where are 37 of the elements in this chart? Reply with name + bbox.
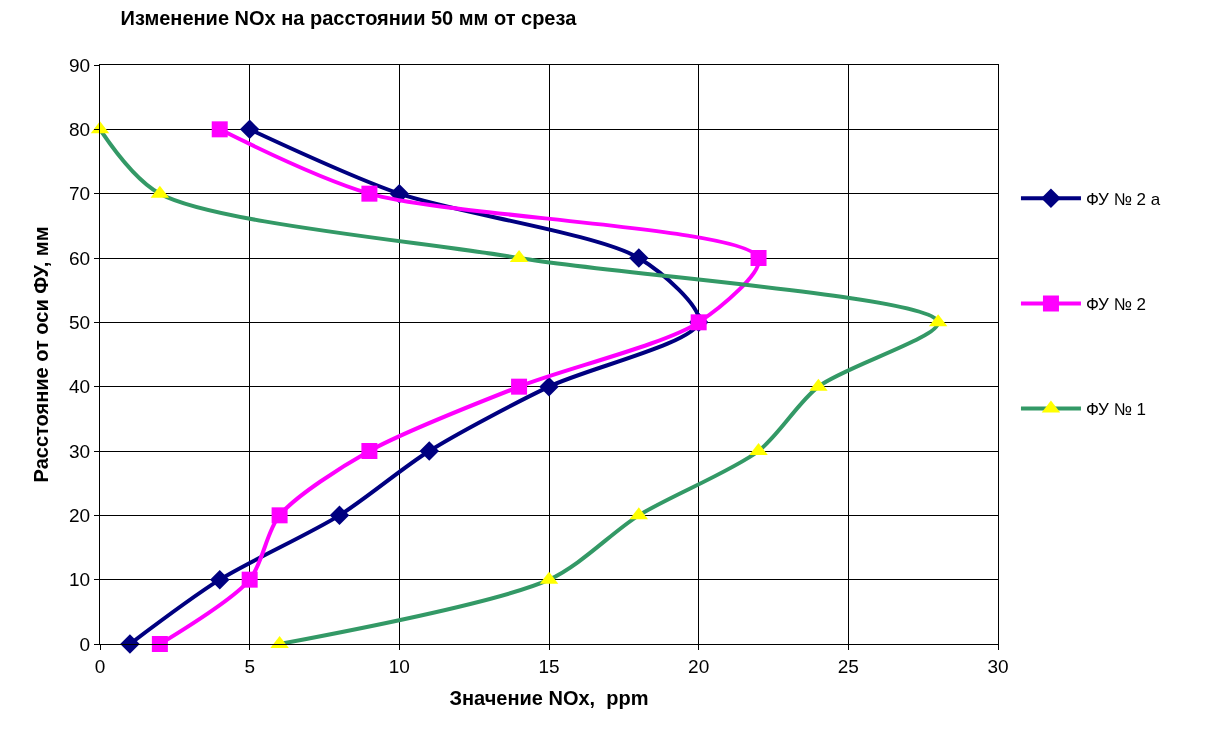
point xyxy=(539,376,559,397)
legend-label: ФУ № 1 xyxy=(1085,400,1147,420)
point xyxy=(361,185,378,202)
point xyxy=(239,119,260,140)
y-tick-label: 90 xyxy=(69,54,91,76)
point xyxy=(419,441,440,461)
y-tick-label: 30 xyxy=(69,440,91,462)
point xyxy=(329,505,350,526)
y-tick-label: 70 xyxy=(69,183,91,205)
legend-label: ФУ № 2 xyxy=(1085,295,1147,315)
y-tick-label: 80 xyxy=(69,118,91,140)
x-axis-title: Значение NOx, ppm xyxy=(449,687,649,710)
point xyxy=(271,507,288,524)
point xyxy=(241,571,258,588)
point xyxy=(750,250,767,266)
point xyxy=(629,248,649,268)
x-tick-label: 25 xyxy=(837,655,859,677)
point xyxy=(211,121,228,138)
y-tick-label: 40 xyxy=(69,376,91,398)
y-tick-label: 60 xyxy=(69,247,91,269)
y-tick-label: 50 xyxy=(69,311,91,333)
legend-label: ФУ № 2 а xyxy=(1085,189,1161,209)
point xyxy=(511,378,528,395)
y-axis-title: Расстояние от оси ФУ, мм xyxy=(29,226,52,483)
x-tick-label: 5 xyxy=(244,655,255,677)
x-tick-label: 10 xyxy=(388,655,410,677)
point xyxy=(209,569,230,590)
y-tick-label: 0 xyxy=(79,633,91,655)
y-tick-label: 20 xyxy=(69,504,91,526)
x-tick-label: 20 xyxy=(688,655,710,677)
x-tick-label: 15 xyxy=(538,655,560,677)
x-tick-label: 30 xyxy=(987,655,1009,677)
point xyxy=(151,636,168,652)
chart-title: Изменение NOx на расстоянии 50 мм от среза xyxy=(120,7,578,30)
x-tick-label: 0 xyxy=(94,655,106,677)
point xyxy=(361,443,378,459)
y-tick-label: 10 xyxy=(69,569,91,591)
